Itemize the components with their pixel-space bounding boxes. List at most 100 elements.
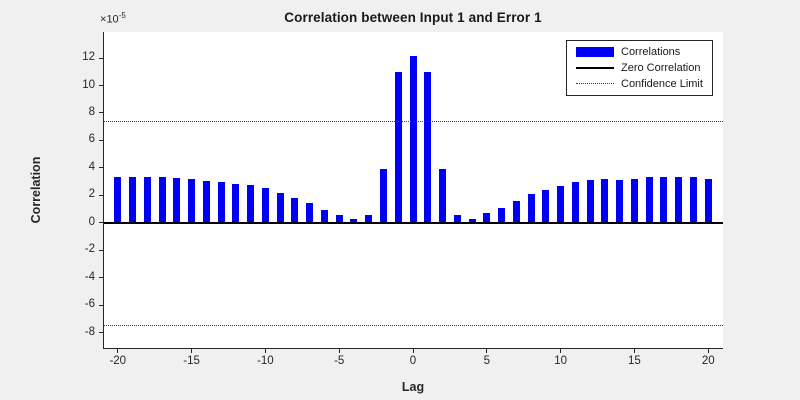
correlation-bar-lag-2 <box>439 169 447 223</box>
legend-blue-patch-icon <box>576 46 614 58</box>
y-tick-6 <box>99 139 103 141</box>
confidence-limit-upper-line <box>103 120 723 122</box>
legend-black-line-icon <box>576 62 614 74</box>
correlation-bar-lag--11 <box>247 185 255 223</box>
y-tick-label-4: 4 <box>88 160 95 173</box>
correlation-bar-lag-5 <box>483 213 491 223</box>
legend-label: Correlations <box>621 46 681 58</box>
correlation-bar-lag--17 <box>158 177 166 223</box>
y-tick--6 <box>99 304 103 306</box>
y-axis-spine <box>103 32 104 349</box>
legend-item-correlations[interactable]: Correlations <box>567 44 712 60</box>
legend-red-dotted-line-icon <box>576 78 614 90</box>
y-tick-2 <box>99 194 103 196</box>
multiplier-exponent: -5 <box>118 11 126 20</box>
legend[interactable]: Correlations Zero Correlation Confidence… <box>566 40 713 96</box>
correlation-bar-lag-15 <box>630 178 638 223</box>
x-axis-label: Lag <box>401 380 425 394</box>
y-tick-10 <box>99 85 103 87</box>
correlation-bar-lag--6 <box>320 209 328 223</box>
y-tick-0 <box>99 222 103 224</box>
correlation-bar-lag--5 <box>335 214 343 223</box>
x-tick-10 <box>560 349 562 353</box>
correlation-bar-lag-13 <box>601 178 609 223</box>
x-tick-label--5: -5 <box>334 355 345 367</box>
correlation-bar-lag--12 <box>232 183 240 223</box>
correlation-bar-lag-4 <box>468 218 476 223</box>
y-tick-12 <box>99 57 103 59</box>
y-tick--8 <box>99 332 103 334</box>
y-tick-label--8: -8 <box>84 325 95 338</box>
correlation-bar-lag--10 <box>261 188 269 223</box>
x-tick-20 <box>707 349 709 353</box>
correlation-bar-lag--19 <box>129 176 137 223</box>
y-tick-4 <box>99 167 103 169</box>
correlation-bar-lag--1 <box>394 71 402 223</box>
correlation-bar-lag--13 <box>217 182 225 223</box>
y-tick--2 <box>99 249 103 251</box>
legend-item-confidence-limit[interactable]: Confidence Limit <box>567 76 712 92</box>
correlation-bar-lag--4 <box>350 218 358 223</box>
correlation-bar-lag--9 <box>276 192 284 223</box>
x-tick-5 <box>486 349 488 353</box>
y-tick--4 <box>99 277 103 279</box>
confidence-limit-lower-line <box>103 324 723 326</box>
x-tick-label-10: 10 <box>554 355 567 367</box>
y-tick-label-12: 12 <box>82 51 95 64</box>
y-tick-label--6: -6 <box>84 298 95 311</box>
x-tick-label-5: 5 <box>483 355 490 367</box>
correlation-bar-lag-11 <box>571 182 579 223</box>
correlation-bar-lag--14 <box>202 180 210 223</box>
y-tick-label--2: -2 <box>84 243 95 256</box>
correlation-bar-lag--8 <box>291 198 299 223</box>
correlation-bar-lag-7 <box>512 200 520 223</box>
correlation-bar-lag--2 <box>379 169 387 223</box>
legend-item-zero-correlation[interactable]: Zero Correlation <box>567 60 712 76</box>
y-tick-label--4: -4 <box>84 270 95 283</box>
correlation-bar-lag-16 <box>645 177 653 223</box>
correlation-bar-lag-8 <box>527 193 535 223</box>
y-axis-label: Correlation <box>29 156 43 224</box>
correlation-bar-lag-6 <box>498 208 506 223</box>
y-tick-label-10: 10 <box>82 78 95 91</box>
zero-correlation-line <box>103 221 723 224</box>
x-tick--20 <box>117 349 119 353</box>
correlation-bar-lag--7 <box>306 202 314 223</box>
correlation-bar-lag-17 <box>660 176 668 223</box>
correlation-bar-lag-19 <box>689 177 697 223</box>
multiplier-base: 10 <box>106 13 119 26</box>
x-tick--5 <box>338 349 340 353</box>
correlation-bar-lag-20 <box>704 178 712 223</box>
correlation-bar-lag-1 <box>424 71 432 223</box>
correlation-bar-lag--16 <box>173 178 181 223</box>
correlation-bar-lag--20 <box>114 177 122 223</box>
correlation-bar-lag-9 <box>542 189 550 223</box>
x-tick--10 <box>264 349 266 353</box>
x-tick-label--15: -15 <box>183 355 200 367</box>
x-tick-15 <box>633 349 635 353</box>
x-tick-label-0: 0 <box>409 355 417 367</box>
x-tick-label--20: -20 <box>109 355 127 367</box>
x-tick-0 <box>412 349 414 353</box>
x-axis-spine <box>103 348 723 349</box>
x-tick-label--10: -10 <box>257 355 274 367</box>
chart-title: Correlation between Input 1 and Error 1 <box>284 10 542 25</box>
correlation-bar-lag--15 <box>188 178 196 223</box>
correlation-bar-lag-0 <box>409 56 417 223</box>
y-axis-multiplier: ×10-5 <box>100 11 126 26</box>
correlation-bar-lag-18 <box>675 177 683 223</box>
y-tick-label-0: 0 <box>88 215 95 228</box>
correlation-bar-lag-12 <box>586 179 594 223</box>
multiplier-times: × <box>100 13 107 26</box>
x-tick--15 <box>191 349 193 353</box>
correlation-bar-lag-3 <box>453 215 461 223</box>
y-tick-label-6: 6 <box>88 133 95 146</box>
correlation-bar-lag--18 <box>143 176 151 223</box>
correlation-bar-lag--3 <box>365 214 373 223</box>
legend-label: Confidence Limit <box>621 78 703 90</box>
x-tick-label-20: 20 <box>701 355 715 367</box>
y-tick-label-8: 8 <box>88 105 95 118</box>
legend-label: Zero Correlation <box>621 62 701 74</box>
correlation-bar-lag-14 <box>616 179 624 223</box>
